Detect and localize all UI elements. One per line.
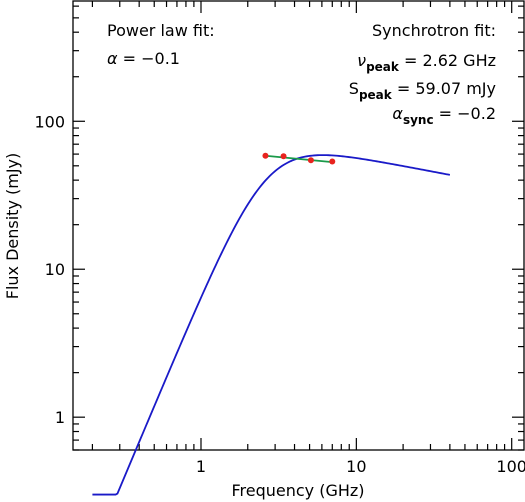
sync-s-peak: Speak = 59.07 mJy (349, 79, 496, 102)
alpha-sync-symbol: α (392, 104, 403, 123)
power-law-alpha-symbol: α (107, 49, 118, 68)
s-symbol: S (349, 79, 359, 98)
data-point (329, 158, 336, 165)
sync-alpha: αsync = −0.2 (392, 104, 496, 127)
y-tick-label: 10 (45, 260, 65, 279)
data-point (262, 152, 269, 159)
nu-value: = 2.62 GHz (399, 51, 496, 70)
tick-labels-layer: 1 10 100 1 10 100 (34, 112, 525, 476)
power-law-heading: Power law fit: (107, 21, 215, 40)
data-point (307, 157, 314, 164)
nu-symbol: ν (357, 51, 366, 70)
plot-frame (72, 0, 525, 451)
s-subscript: peak (359, 88, 393, 102)
nu-subscript: peak (366, 60, 400, 74)
data-point (280, 153, 287, 160)
y-axis-title: Flux Density (mJy) (3, 153, 22, 300)
power-law-alpha: α = −0.1 (107, 49, 180, 68)
x-axis-title: Frequency (GHz) (231, 481, 364, 500)
y-tick-label: 100 (34, 112, 65, 131)
ticks-layer (73, 1, 524, 451)
sync-nu-peak: νpeak = 2.62 GHz (357, 51, 496, 74)
series-layer (92, 154, 451, 496)
synchrotron-fit-curve (92, 154, 451, 496)
x-tick-label: 1 (196, 457, 206, 476)
y-tick-label: 1 (55, 408, 65, 427)
power-law-fit-line (265, 154, 333, 163)
points-layer (262, 152, 336, 165)
sync-heading: Synchrotron fit: (372, 21, 496, 40)
x-tick-label: 100 (496, 457, 525, 476)
alpha-sync-subscript: sync (403, 113, 434, 127)
power-law-alpha-value: = −0.1 (118, 49, 180, 68)
alpha-sync-value: = −0.2 (434, 104, 496, 123)
x-tick-label: 10 (346, 457, 366, 476)
s-value: = 59.07 mJy (392, 79, 496, 98)
